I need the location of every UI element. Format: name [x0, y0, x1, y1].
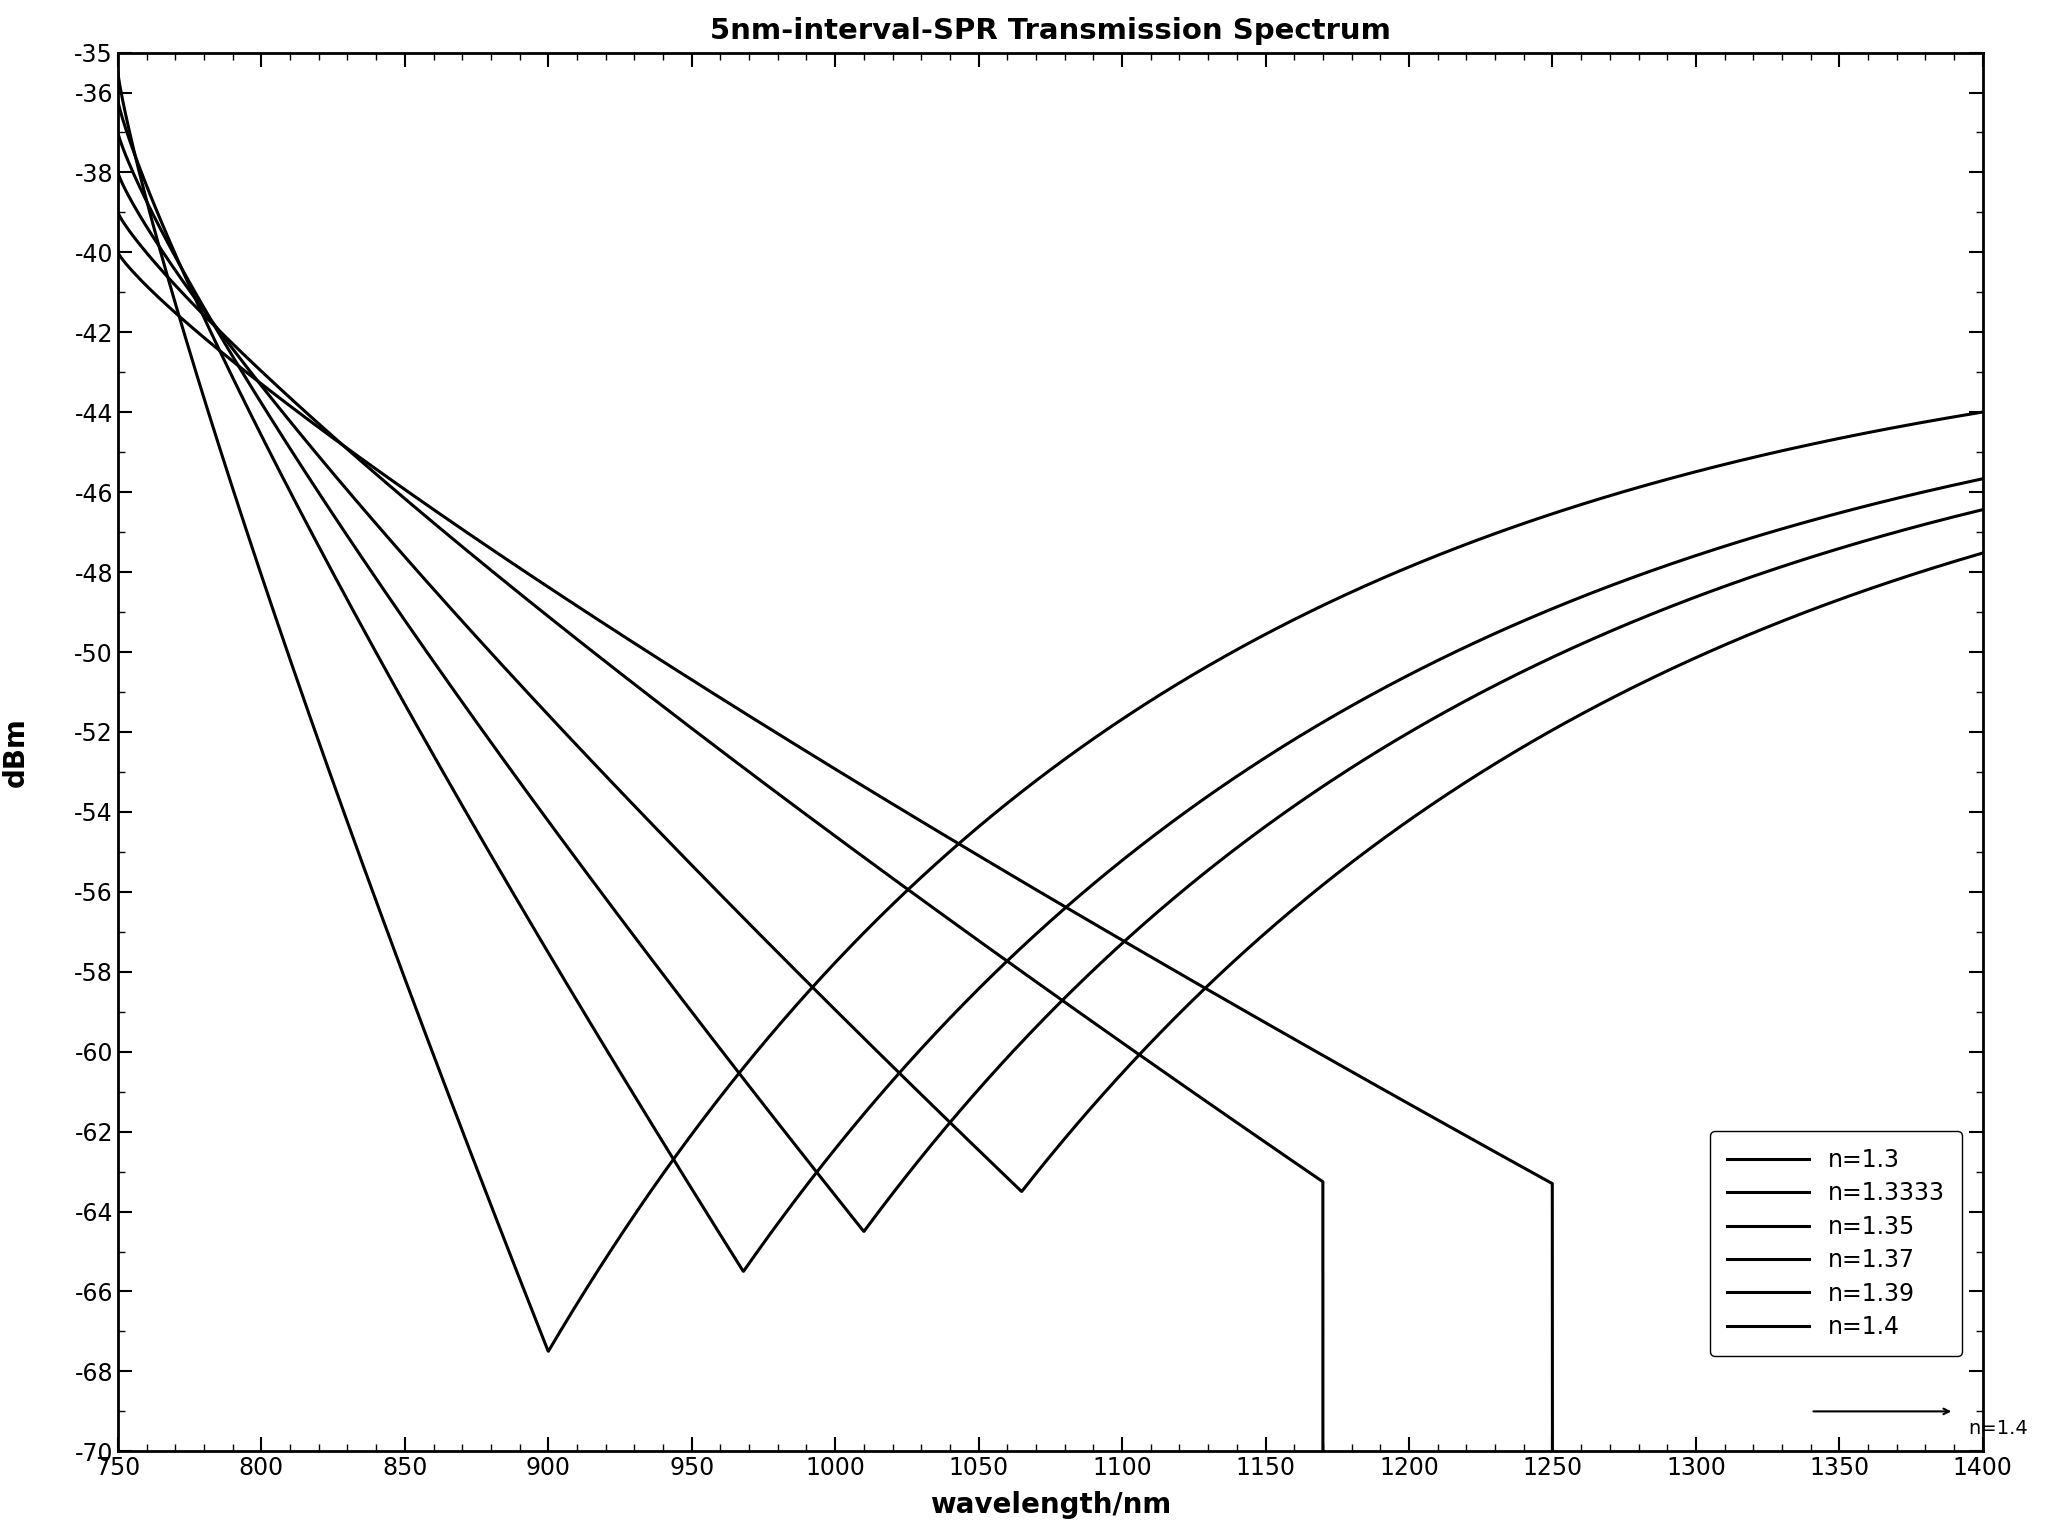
n=1.3333: [819, 1146, 843, 1164]
n=1.4: [348, 449, 373, 467]
n=1.39: [1306, 1170, 1331, 1189]
Line: n=1.3333: n=1.3333: [119, 100, 1984, 1272]
Line: n=1.3: n=1.3: [119, 72, 1984, 1352]
n=1.4: [616, 630, 641, 648]
n=1.3: [1971, 402, 1996, 421]
n=1.39: [1310, 1442, 1335, 1461]
n=1.37: [444, 605, 469, 624]
n=1.35: [1971, 501, 1996, 519]
n=1.37: [1224, 949, 1249, 968]
n=1.4: [1541, 1442, 1566, 1461]
n=1.3: [1640, 475, 1664, 493]
n=1.4: [106, 243, 131, 261]
n=1.39: [753, 776, 778, 794]
Legend: n=1.3, n=1.3333, n=1.35, n=1.37, n=1.39, n=1.4: n=1.3, n=1.3333, n=1.35, n=1.37, n=1.39,…: [1709, 1132, 1961, 1356]
n=1.3: [1224, 641, 1249, 659]
n=1.4: [1318, 1051, 1343, 1069]
n=1.3: [536, 1342, 561, 1361]
n=1.3: [444, 1107, 469, 1126]
Line: n=1.39: n=1.39: [119, 212, 1322, 1452]
n=1.37: [1498, 745, 1523, 763]
n=1.35: [444, 685, 469, 703]
n=1.37: [819, 995, 843, 1014]
n=1.3333: [106, 91, 131, 109]
Line: n=1.37: n=1.37: [119, 172, 1984, 1192]
n=1.3: [1498, 519, 1523, 538]
Text: n=1.4: n=1.4: [1969, 1419, 2029, 1438]
n=1.3: [1318, 593, 1343, 611]
n=1.35: [106, 123, 131, 141]
n=1.4: [1269, 1023, 1294, 1041]
n=1.3333: [1224, 766, 1249, 785]
Title: 5nm-interval-SPR Transmission Spectrum: 5nm-interval-SPR Transmission Spectrum: [710, 17, 1390, 45]
n=1.3333: [1498, 617, 1523, 636]
n=1.39: [190, 304, 215, 323]
Line: n=1.35: n=1.35: [119, 132, 1984, 1232]
n=1.39: [106, 203, 131, 221]
n=1.37: [1971, 544, 1996, 562]
n=1.37: [1640, 670, 1664, 688]
n=1.3333: [444, 786, 469, 805]
n=1.3333: [731, 1263, 755, 1281]
n=1.37: [1318, 869, 1343, 888]
n=1.39: [309, 416, 334, 435]
n=1.4: [1421, 1109, 1445, 1127]
Line: n=1.4: n=1.4: [119, 252, 1554, 1452]
n=1.3333: [1971, 470, 1996, 488]
n=1.39: [745, 768, 770, 786]
n=1.37: [106, 163, 131, 181]
Text: dBm: dBm: [2, 717, 29, 786]
n=1.4: [1539, 1442, 1564, 1461]
n=1.3333: [1318, 708, 1343, 727]
n=1.3333: [1640, 562, 1664, 581]
n=1.39: [129, 238, 154, 257]
n=1.35: [1640, 605, 1664, 624]
n=1.35: [1498, 668, 1523, 687]
n=1.4: [280, 398, 305, 416]
n=1.3: [106, 63, 131, 81]
n=1.37: [1009, 1183, 1034, 1201]
n=1.35: [1318, 771, 1343, 790]
n=1.39: [1310, 1442, 1335, 1461]
n=1.3: [819, 958, 843, 977]
n=1.35: [852, 1223, 876, 1241]
n=1.35: [819, 1180, 843, 1198]
X-axis label: wavelength/nm: wavelength/nm: [929, 1491, 1171, 1519]
n=1.35: [1224, 839, 1249, 857]
